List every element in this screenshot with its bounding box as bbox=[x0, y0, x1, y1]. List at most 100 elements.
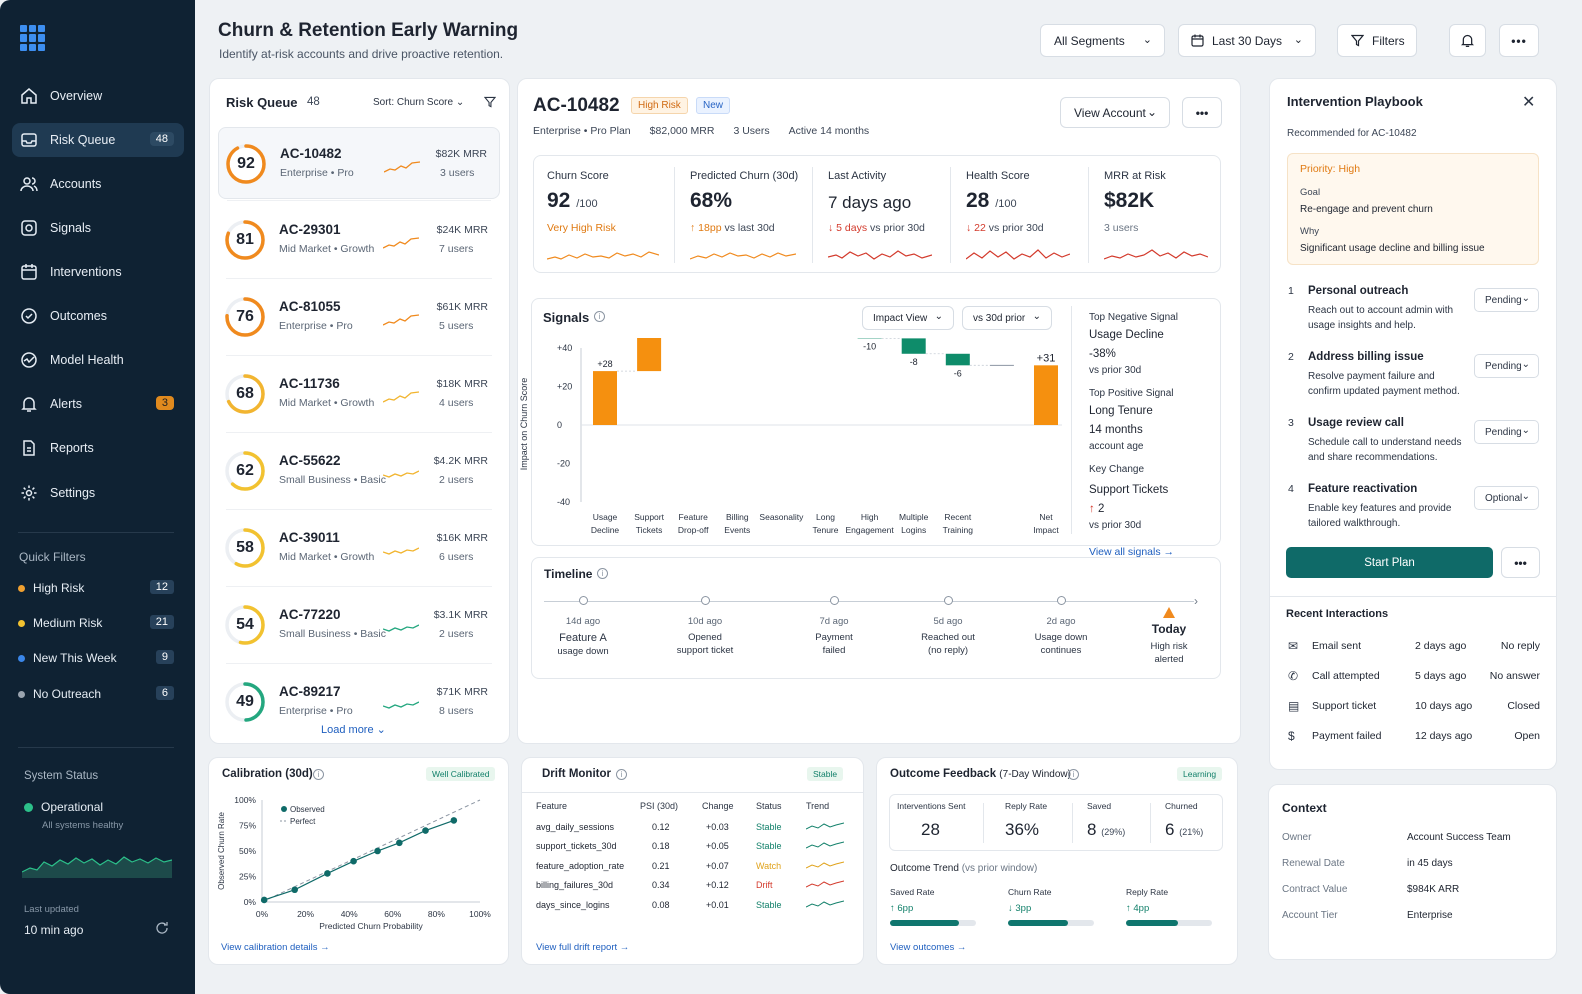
notifications-button[interactable] bbox=[1449, 24, 1486, 57]
chart-bar[interactable] bbox=[1034, 365, 1058, 425]
sidebar-item-overview[interactable]: Overview bbox=[12, 79, 184, 113]
quick-filter-high-risk[interactable]: High Risk 12 bbox=[18, 578, 174, 598]
info-icon[interactable]: i bbox=[597, 568, 608, 579]
risk-queue-row[interactable]: 76 AC-81055 Enterprise • Pro $61K MRR 5 … bbox=[218, 281, 500, 356]
score-ring bbox=[225, 451, 265, 491]
quick-filter-medium-risk[interactable]: Medium Risk 21 bbox=[18, 613, 174, 633]
sort-dropdown[interactable]: Sort: Churn Score ⌄ bbox=[373, 97, 464, 108]
refresh-icon[interactable] bbox=[155, 921, 169, 935]
compare-dropdown[interactable]: vs 30d prior ⌄ bbox=[962, 306, 1052, 330]
load-more-button[interactable]: Load more ⌄ bbox=[321, 723, 386, 736]
page-subtitle: Identify at-risk accounts and drive proa… bbox=[219, 47, 504, 61]
step-status-dropdown[interactable]: Pending ⌄ bbox=[1474, 420, 1539, 444]
interaction-row[interactable]: $ Payment failed 12 days ago Open bbox=[1286, 729, 1542, 748]
sidebar-item-interventions[interactable]: Interventions bbox=[12, 255, 184, 289]
chevron-right-icon[interactable]: › bbox=[1194, 594, 1198, 608]
observed-point[interactable] bbox=[374, 847, 381, 855]
account-mrr: $4.2K MRR bbox=[433, 455, 488, 467]
step-status-dropdown[interactable]: Optional ⌄ bbox=[1474, 486, 1539, 510]
interaction-row[interactable]: ✉ Email sent 2 days ago No reply bbox=[1286, 639, 1542, 658]
observed-point[interactable] bbox=[422, 827, 429, 834]
risk-queue-row[interactable]: 81 AC-29301 Mid Market • Growth $24K MRR… bbox=[218, 204, 500, 279]
view-account-button[interactable]: View Account ⌄ bbox=[1060, 97, 1170, 128]
info-icon[interactable]: i bbox=[594, 311, 605, 322]
sidebar-item-risk-queue[interactable]: Risk Queue 48 bbox=[12, 123, 184, 157]
chart-bar[interactable] bbox=[637, 338, 662, 372]
timeline-what-detail: continues bbox=[1040, 645, 1082, 656]
timeline-event[interactable]: Today High risk alerted bbox=[1119, 607, 1219, 665]
info-icon[interactable]: i bbox=[1068, 769, 1079, 780]
view-all-signals-link[interactable]: View all signals → bbox=[1089, 545, 1214, 560]
score-ring bbox=[225, 528, 265, 568]
start-plan-button[interactable]: Start Plan bbox=[1286, 547, 1493, 578]
filter-icon[interactable] bbox=[484, 96, 496, 108]
chevron-down-icon: ⌄ bbox=[1521, 293, 1530, 304]
observed-point[interactable] bbox=[450, 817, 458, 824]
risk-queue-row[interactable]: 58 AC-39011 Mid Market • Growth $16K MRR… bbox=[218, 512, 500, 587]
table-row[interactable]: billing_failures_30d 0.34 +0.12 Drift bbox=[536, 876, 851, 896]
summary-name: Support Tickets bbox=[1089, 484, 1169, 496]
trend-label: Reply Rate bbox=[1126, 887, 1169, 897]
view-outcomes-link[interactable]: View outcomes → bbox=[890, 942, 966, 953]
timeline-event[interactable]: 10d ago Opened support ticket bbox=[655, 596, 755, 656]
chart-bar[interactable] bbox=[945, 353, 970, 366]
info-icon[interactable]: i bbox=[313, 769, 324, 780]
quick-filter-new-this-week[interactable]: New This Week 9 bbox=[18, 648, 174, 668]
chart-bar[interactable] bbox=[593, 371, 617, 425]
sidebar-item-accounts[interactable]: Accounts bbox=[12, 167, 184, 201]
table-row[interactable]: support_tickets_30d 0.18 +0.05 Stable bbox=[536, 837, 851, 857]
close-icon[interactable]: ✕ bbox=[1522, 94, 1536, 111]
view-calibration-details-link[interactable]: View calibration details → bbox=[221, 942, 330, 953]
link-label: View all signals bbox=[1089, 546, 1161, 558]
sidebar-item-settings[interactable]: Settings bbox=[12, 476, 184, 510]
sidebar-item-model-health[interactable]: Model Health bbox=[12, 343, 184, 377]
filters-button[interactable]: Filters bbox=[1337, 24, 1417, 57]
risk-queue-row[interactable]: 54 AC-77220 Small Business • Basic $3.1K… bbox=[218, 589, 500, 664]
trend-sparkline bbox=[805, 880, 845, 888]
observed-point[interactable] bbox=[260, 896, 268, 904]
timeline-event[interactable]: 5d ago Reached out (no reply) bbox=[898, 596, 998, 656]
view-drift-report-link[interactable]: View full drift report → bbox=[536, 942, 629, 953]
timeline-event[interactable]: 7d ago Payment failed bbox=[784, 596, 884, 656]
table-row[interactable]: days_since_logins 0.08 +0.01 Stable bbox=[536, 895, 851, 915]
sidebar-item-reports[interactable]: Reports bbox=[12, 431, 184, 465]
users-icon bbox=[20, 177, 38, 192]
playbook-more-button[interactable]: ••• bbox=[1501, 547, 1540, 578]
table-row[interactable]: feature_adoption_rate 0.21 +0.07 Watch bbox=[536, 856, 851, 876]
step-status-dropdown[interactable]: Pending ⌄ bbox=[1474, 354, 1539, 378]
risk-queue-row[interactable]: 68 AC-11736 Mid Market • Growth $18K MRR… bbox=[218, 358, 500, 433]
segments-dropdown[interactable]: All Segments ⌄ bbox=[1040, 24, 1165, 57]
observed-point[interactable] bbox=[324, 870, 331, 877]
goal-text: Re-engage and prevent churn bbox=[1300, 204, 1433, 215]
metric-delta: 18pp bbox=[698, 222, 722, 234]
more-options-button[interactable]: ••• bbox=[1499, 24, 1539, 57]
risk-queue-row[interactable]: 62 AC-55622 Small Business • Basic $4.2K… bbox=[218, 435, 500, 510]
interaction-row[interactable]: ▤ Support ticket 10 days ago Closed bbox=[1286, 699, 1542, 718]
account-more-button[interactable]: ••• bbox=[1182, 97, 1222, 128]
observed-point[interactable] bbox=[396, 839, 403, 847]
button-label: Filters bbox=[1372, 33, 1405, 48]
interaction-row[interactable]: ✆ Call attempted 5 days ago No answer bbox=[1286, 669, 1542, 688]
timeline-event[interactable]: 2d ago Usage down continues bbox=[1011, 596, 1111, 656]
metric-label: Predicted Churn (30d) bbox=[690, 170, 799, 182]
step-status-dropdown[interactable]: Pending ⌄ bbox=[1474, 288, 1539, 312]
x-tick-label: Training bbox=[943, 525, 974, 535]
chart-bar[interactable] bbox=[901, 338, 926, 354]
quick-filter-no-outreach[interactable]: No Outreach 6 bbox=[18, 684, 174, 704]
observed-point[interactable] bbox=[350, 857, 357, 865]
app-grid-icon[interactable] bbox=[20, 25, 46, 51]
sidebar-item-alerts[interactable]: Alerts 3 bbox=[12, 387, 184, 421]
date-range-dropdown[interactable]: Last 30 Days ⌄ bbox=[1178, 24, 1316, 57]
table-row[interactable]: avg_daily_sessions 0.12 +0.03 Stable bbox=[536, 817, 851, 837]
dropdown-label: Last 30 Days bbox=[1212, 33, 1283, 48]
impact-view-dropdown[interactable]: Impact View ⌄ bbox=[862, 306, 954, 330]
x-tick-label: Engagement bbox=[845, 525, 894, 535]
observed-point[interactable] bbox=[291, 886, 298, 894]
risk-queue-row[interactable]: 49 AC-89217 Enterprise • Pro $71K MRR 8 … bbox=[218, 666, 500, 738]
timeline-event[interactable]: 14d ago Feature A usage down bbox=[533, 596, 633, 657]
sidebar-item-outcomes[interactable]: Outcomes bbox=[12, 299, 184, 333]
risk-queue-row[interactable]: 92 AC-10482 Enterprise • Pro $82K MRR 3 … bbox=[218, 127, 500, 201]
sidebar-item-signals[interactable]: Signals bbox=[12, 211, 184, 245]
stat-label: Churned bbox=[1165, 801, 1198, 811]
info-icon[interactable]: i bbox=[616, 769, 627, 780]
